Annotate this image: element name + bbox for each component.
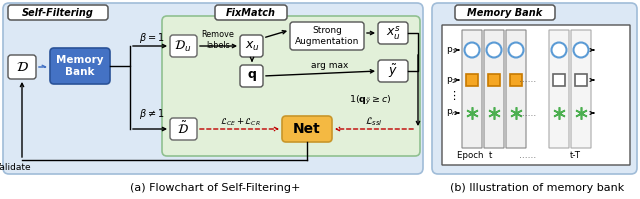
FancyBboxPatch shape <box>162 16 420 156</box>
FancyBboxPatch shape <box>442 25 630 165</box>
FancyBboxPatch shape <box>240 65 263 87</box>
Circle shape <box>486 43 502 58</box>
Text: ......: ...... <box>520 108 536 117</box>
FancyBboxPatch shape <box>571 30 591 148</box>
FancyBboxPatch shape <box>506 30 526 148</box>
Text: Epoch  t: Epoch t <box>458 151 493 161</box>
Text: $\mathcal{D}_u$: $\mathcal{D}_u$ <box>174 38 191 54</box>
Text: ......: ...... <box>520 151 536 161</box>
FancyBboxPatch shape <box>290 22 364 50</box>
Text: Net: Net <box>293 122 321 136</box>
Text: $\mathrm{p}_2$: $\mathrm{p}_2$ <box>446 74 458 86</box>
Text: $\mathbf{q}$: $\mathbf{q}$ <box>247 69 257 83</box>
Text: Remove
labels: Remove labels <box>202 30 234 50</box>
FancyBboxPatch shape <box>170 118 197 140</box>
Text: $\tilde{\mathcal{D}}$: $\tilde{\mathcal{D}}$ <box>177 121 189 137</box>
Text: $\mathcal{L}_{CE} + \mathcal{L}_{CR}$: $\mathcal{L}_{CE} + \mathcal{L}_{CR}$ <box>220 116 260 128</box>
FancyBboxPatch shape <box>378 60 408 82</box>
Text: t-T: t-T <box>570 151 580 161</box>
Text: Strong
Augmentation: Strong Augmentation <box>295 26 359 46</box>
Text: arg max: arg max <box>311 61 349 70</box>
FancyBboxPatch shape <box>8 55 36 79</box>
Text: $1(\mathbf{q}_{\tilde{y}} \geq c)$: $1(\mathbf{q}_{\tilde{y}} \geq c)$ <box>349 94 391 106</box>
FancyBboxPatch shape <box>466 74 478 86</box>
Text: $x_u^s$: $x_u^s$ <box>385 24 401 42</box>
Text: $x_u$: $x_u$ <box>244 39 259 53</box>
Text: Validate: Validate <box>0 164 31 173</box>
Text: $\mathcal{L}_{ssl}$: $\mathcal{L}_{ssl}$ <box>365 116 383 128</box>
Text: (b) Illustration of memory bank: (b) Illustration of memory bank <box>450 183 624 193</box>
Circle shape <box>552 43 566 58</box>
Text: Self-Filtering: Self-Filtering <box>22 8 94 18</box>
Text: Memory Bank: Memory Bank <box>467 8 543 18</box>
FancyBboxPatch shape <box>488 74 500 86</box>
FancyBboxPatch shape <box>282 116 332 142</box>
Text: $\tilde{y}$: $\tilde{y}$ <box>388 62 398 80</box>
Circle shape <box>509 43 524 58</box>
FancyBboxPatch shape <box>484 30 504 148</box>
Text: Memory
Bank: Memory Bank <box>56 55 104 77</box>
Text: (a) Flowchart of Self-Filtering+: (a) Flowchart of Self-Filtering+ <box>130 183 300 193</box>
FancyBboxPatch shape <box>462 30 482 148</box>
Circle shape <box>465 43 479 58</box>
Text: ......: ...... <box>520 75 536 85</box>
FancyBboxPatch shape <box>50 48 110 84</box>
Circle shape <box>573 43 589 58</box>
FancyBboxPatch shape <box>240 35 263 57</box>
FancyBboxPatch shape <box>3 3 423 174</box>
FancyBboxPatch shape <box>432 3 637 174</box>
Text: $\mathrm{p}_n$: $\mathrm{p}_n$ <box>446 107 458 118</box>
Text: FixMatch: FixMatch <box>226 8 276 18</box>
Text: $\beta \neq 1$: $\beta \neq 1$ <box>140 107 164 121</box>
FancyBboxPatch shape <box>510 74 522 86</box>
FancyBboxPatch shape <box>575 74 587 86</box>
Text: $\beta = 1$: $\beta = 1$ <box>140 31 164 45</box>
Text: $\vdots$: $\vdots$ <box>448 90 456 102</box>
FancyBboxPatch shape <box>378 22 408 44</box>
FancyBboxPatch shape <box>549 30 569 148</box>
FancyBboxPatch shape <box>170 35 197 57</box>
Text: $\mathcal{D}$: $\mathcal{D}$ <box>15 60 28 74</box>
FancyBboxPatch shape <box>455 5 555 20</box>
FancyBboxPatch shape <box>8 5 108 20</box>
FancyBboxPatch shape <box>215 5 287 20</box>
FancyBboxPatch shape <box>553 74 565 86</box>
Text: $\mathrm{p}_1$: $\mathrm{p}_1$ <box>446 45 458 56</box>
